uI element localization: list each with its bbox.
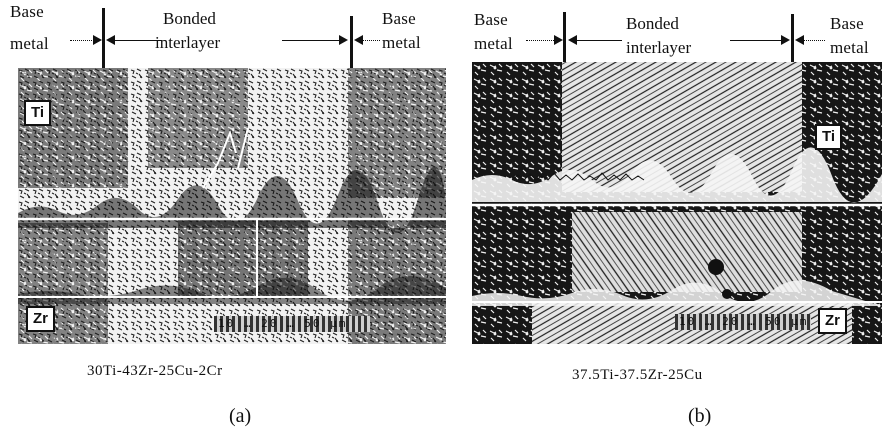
arrow-line bbox=[362, 40, 380, 41]
scale-bar bbox=[214, 316, 370, 332]
base-metal-right-label: Base metal bbox=[830, 14, 869, 57]
scale-bar-label: 10 … 20 … 50 μm bbox=[679, 315, 809, 328]
interface-marker-left bbox=[563, 12, 566, 66]
arrow-line bbox=[526, 40, 554, 41]
bonded-interlayer-label: Bonded interlayer bbox=[155, 9, 221, 52]
subfigure-label: (a) bbox=[229, 405, 252, 427]
figure-panel-a: Base metal Bonded interlayer Base metal bbox=[10, 2, 446, 427]
bonded-interlayer-label: Bonded interlayer bbox=[626, 14, 692, 57]
arrow-line bbox=[114, 40, 162, 41]
micrograph-image-b bbox=[472, 62, 882, 344]
composition-caption: 37.5Ti-37.5Zr-25Cu bbox=[572, 367, 703, 383]
element-tag-zr: Zr bbox=[26, 306, 55, 332]
interface-marker-left bbox=[102, 8, 105, 70]
arrow-line bbox=[282, 40, 340, 41]
arrowhead-icon bbox=[93, 35, 102, 45]
arrowhead-icon bbox=[568, 35, 577, 45]
interface-marker-right bbox=[350, 16, 353, 70]
base-metal-left-label: Base metal bbox=[474, 10, 513, 53]
subfigure-label: (b) bbox=[688, 405, 712, 427]
element-tag-ti: Ti bbox=[815, 124, 843, 150]
base-metal-left-label: Base metal bbox=[10, 2, 49, 53]
arrowhead-icon bbox=[795, 35, 804, 45]
element-tag-zr: Zr bbox=[818, 308, 847, 334]
arrow-line bbox=[576, 40, 622, 41]
element-tag-ti: Ti bbox=[24, 100, 52, 126]
arrowhead-icon bbox=[106, 35, 115, 45]
arrowhead-icon bbox=[354, 35, 363, 45]
arrowhead-icon bbox=[339, 35, 348, 45]
figure-panel-b: Base metal Bonded interlayer Base metal bbox=[460, 0, 885, 437]
arrow-line bbox=[803, 40, 825, 41]
scale-bar-label: 10 … 20 … 50 μm bbox=[218, 317, 348, 330]
arrowhead-icon bbox=[554, 35, 563, 45]
micrograph-image-a bbox=[18, 68, 446, 344]
composition-caption: 30Ti-43Zr-25Cu-2Cr bbox=[87, 363, 223, 379]
interface-marker-right bbox=[791, 14, 794, 66]
scale-bar bbox=[675, 314, 811, 330]
arrowhead-icon bbox=[781, 35, 790, 45]
base-metal-right-label: Base metal bbox=[382, 9, 421, 52]
arrow-line bbox=[70, 40, 94, 41]
arrow-line bbox=[730, 40, 782, 41]
